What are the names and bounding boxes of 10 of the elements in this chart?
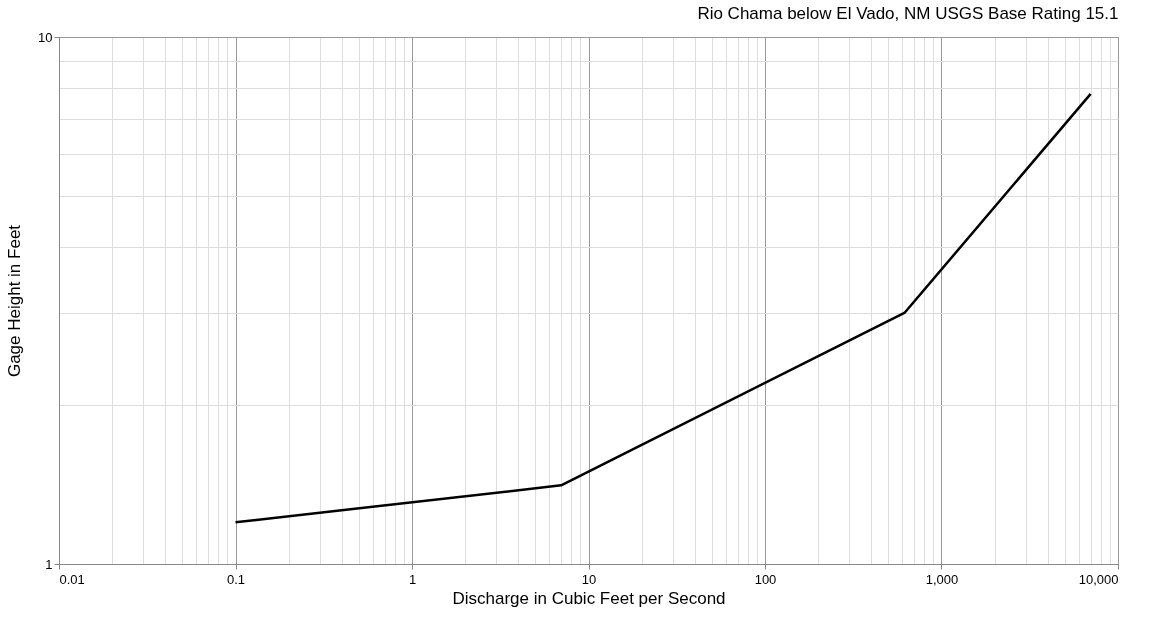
x-tick-label: 1 bbox=[408, 571, 417, 587]
x-tick-label: 0.1 bbox=[226, 571, 246, 587]
x-tick-label: 10,000 bbox=[1078, 571, 1119, 587]
x-tick-label: 10 bbox=[581, 571, 597, 587]
x-tick-label: 100 bbox=[754, 571, 777, 587]
y-axis-title: Gage Height in Feet bbox=[5, 224, 25, 378]
x-axis-title: Discharge in Cubic Feet per Second bbox=[452, 588, 726, 608]
x-tick-label: 0.01 bbox=[59, 571, 85, 587]
x-tick-label: 1,000 bbox=[925, 571, 959, 587]
chart-title: Rio Chama below El Vado, NM USGS Base Rating 15.1 bbox=[697, 4, 1119, 23]
